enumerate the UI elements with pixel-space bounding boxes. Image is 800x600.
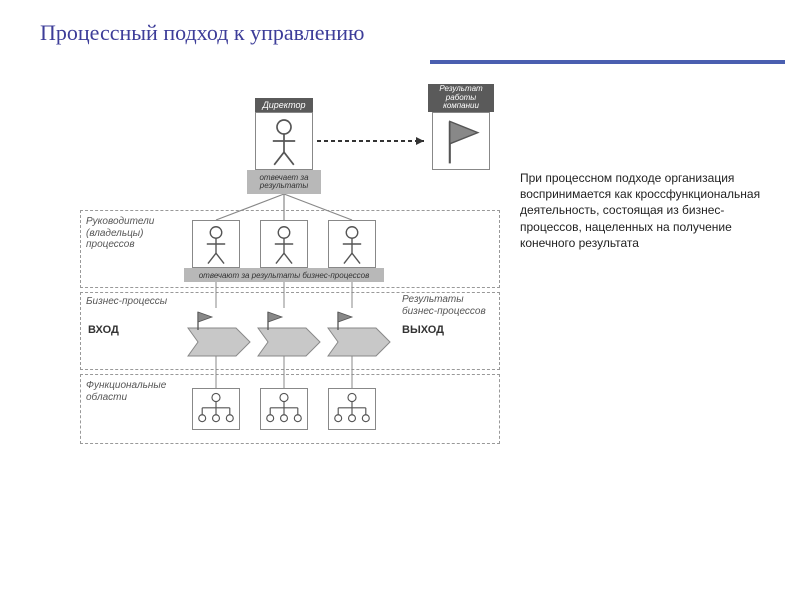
side-label-results: Результаты бизнес-процессов [402, 294, 492, 317]
input-label: ВХОД [88, 324, 119, 336]
page-title: Процессный подход к управлению [40, 20, 364, 46]
process-arrow [188, 310, 250, 360]
func-box [192, 388, 240, 430]
process-arrow [258, 310, 320, 360]
person-icon [256, 113, 312, 169]
result-box [432, 112, 490, 170]
result-label: Результат работы компании [428, 84, 494, 112]
description-text: При процессном подходе организация воспр… [520, 170, 785, 251]
output-label: ВЫХОД [402, 324, 444, 336]
func-box [328, 388, 376, 430]
process-diagram: Директор отвечает за результаты Результа… [80, 100, 510, 480]
director-sublabel: отвечает за результаты [247, 170, 321, 194]
responsibility-label: отвечают за результаты бизнес-процессов [184, 268, 384, 282]
title-rule [430, 60, 785, 64]
owner-box [192, 220, 240, 268]
flag-icon [433, 113, 489, 169]
director-box [255, 112, 313, 170]
process-arrow [328, 310, 390, 360]
side-label-owners: Руководители (владельцы) процессов [86, 216, 176, 251]
director-label: Директор [255, 98, 313, 112]
owner-box [260, 220, 308, 268]
owner-box [328, 220, 376, 268]
side-label-func: Функциональные области [86, 380, 186, 403]
side-label-bp: Бизнес-процессы [86, 296, 186, 308]
func-box [260, 388, 308, 430]
